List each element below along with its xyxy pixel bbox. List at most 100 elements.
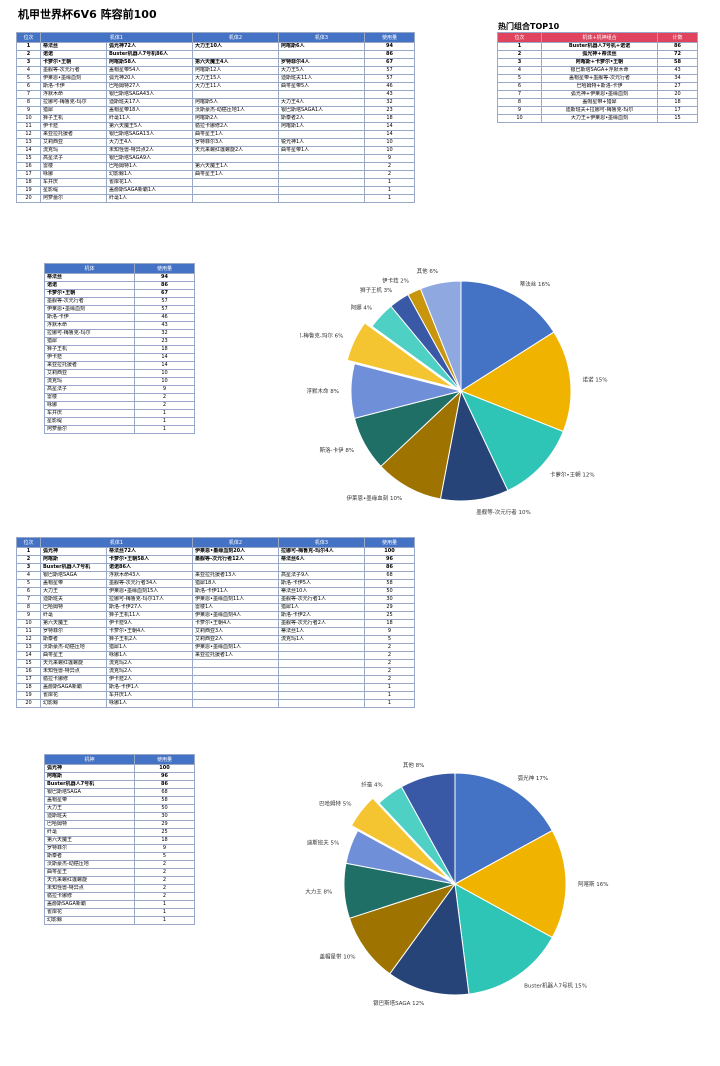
table-cell: 流克玛 (40, 146, 107, 155)
table-cell: Buster机器人7号机+诺诺 (541, 42, 658, 51)
table-cell: 23 (364, 106, 415, 115)
table-cell: 43 (657, 66, 698, 75)
pie-slice (346, 322, 455, 389)
table-row: 阿喀斯 96 (44, 772, 195, 781)
table-cell: 100 (134, 764, 195, 773)
pie-slice (345, 829, 456, 885)
table-cell: 10 (134, 369, 195, 378)
table-cell: 银巴斯塔SAGA+浮默木命 (541, 66, 658, 75)
table-cell: 13 (16, 643, 41, 652)
table-row: 星影缇 1 (44, 417, 195, 426)
column-header: 机体1 (40, 32, 193, 43)
table-cell: 天元来螺红莲螺旋 (44, 876, 135, 885)
table-cell: 流克玛2人 (106, 667, 193, 676)
table-row: 纤毫 25 (44, 828, 195, 837)
table-cell: 10 (134, 377, 195, 386)
table-cell: 2 (134, 860, 195, 869)
pie-slice (389, 882, 470, 996)
table-cell: 100 (364, 547, 415, 556)
table-cell: 拉娜可-梅鲁克-玛尔 (40, 98, 107, 107)
table-cell: 巴哈姆特+斯洛-卡伊 (541, 82, 658, 91)
table-row: 12 斯泰者 狮子王机2人 艾莉西亚2人 流克玛1人 5 (16, 635, 415, 644)
table-row: 13 艾莉西亚 大力王4人 罗特菲尔3人 锐光神1人 10 (16, 138, 415, 147)
table-cell: 蒂法丝1人 (278, 627, 365, 636)
table-cell: 雀岸花 (40, 691, 107, 700)
table-row: 6 斯洛-卡伊 巴哈姆特27人 大力王11人 曲苓星带5人 46 (16, 82, 415, 91)
table-cell: 纤毫 (40, 611, 107, 620)
table-cell: 86 (657, 42, 698, 51)
table-cell (278, 699, 365, 708)
table-cell: 锐光神1人 (278, 138, 365, 147)
table-cell: 狮子王机2人 (106, 635, 193, 644)
table-row: 10 第六天魔王 伊卡菈9人 卡萝尔•王朝4人 墨舰等-次元行者2人 18 (16, 619, 415, 628)
column-header: 机体 (44, 263, 135, 274)
table-cell: 7 (16, 90, 41, 99)
table-cell: 斯洛-卡伊2人 (278, 611, 365, 620)
table-row: 20 幻影鲸 咏娜1人 1 (16, 699, 415, 708)
table-cell: 高星法子9人 (278, 571, 365, 580)
pilot-usage-table: 机体 使用量 蒂法丝 94 诺诺 86 卡萝尔•王朝 67 墨舰等-次元行者 57 伊莱恩•墨缘血刻… (44, 263, 195, 434)
table-cell: 艾莉西亚 (40, 138, 107, 147)
table-cell: 大力王 (44, 804, 135, 813)
table-cell: 狮子王机 (44, 345, 135, 354)
table-cell: 2 (16, 50, 41, 59)
table-cell: 阿喀斯5人 (192, 98, 279, 107)
table-cell: 32 (134, 329, 195, 338)
table-cell: 12 (16, 130, 41, 139)
table-row: 蒂法丝 94 (44, 273, 195, 282)
table-cell: 23 (134, 337, 195, 346)
table-cell (278, 194, 365, 203)
table-cell: 卡萝尔•王朝4人 (106, 627, 193, 636)
table-cell: 1 (364, 178, 415, 187)
table-cell: 流克玛 (44, 377, 135, 386)
table-row: 高星法子 9 (44, 385, 195, 394)
table-cell: 57 (364, 66, 415, 75)
table-cell: 伊莱恩•墨缘血刻15人 (106, 587, 193, 596)
mech-usage-pie-chart: 弧光神 17% 阿喀斯 16% Buster机器人7号机 15% 银巴斯塔SAGA 1… (305, 761, 608, 1007)
table-row: 13 沃斯豪杰-动癌压地 猎犀1人 伊莱恩•墨缘血刻1人 2 (16, 643, 415, 652)
table-cell: 72 (657, 50, 698, 59)
table-cell: 车井庆1人 (106, 691, 193, 700)
pie-slice-label: 伊卡菈 2% (382, 277, 409, 285)
table-cell: 18 (134, 345, 195, 354)
table-cell: 9 (364, 627, 415, 636)
pie-slice-label: 斯洛-卡伊 8% (320, 446, 354, 454)
table-row: 5 盖帽星带 墨舰等-次元行者34人 猎犀18人 斯洛-卡伊5人 58 (16, 579, 415, 588)
table-cell: 幻影鲸1人 (106, 170, 193, 179)
table-cell: 来亚拉托援者1人 (192, 651, 279, 660)
table-cell: 46 (364, 82, 415, 91)
table-cell: 7 (497, 90, 542, 99)
table-cell: 14 (134, 361, 195, 370)
table-cell: 大力王4人 (278, 98, 365, 107)
table-cell (192, 659, 279, 668)
table-cell: 2 (364, 643, 415, 652)
table-cell: 1 (364, 691, 415, 700)
table-cell: 拉娜可-梅鲁克-玛尔4人 (278, 547, 365, 556)
table-cell: 14 (364, 130, 415, 139)
table-cell (278, 90, 365, 99)
column-header: 机神 (44, 754, 135, 765)
table-cell: 第六天魔王5人 (106, 122, 193, 131)
table-cell: 1 (16, 42, 41, 51)
table-cell: 17 (16, 675, 41, 684)
table-cell: 弧光神+蒂法丝 (541, 50, 658, 59)
table-cell: 3 (497, 58, 542, 67)
table-cell: 盖帽星带18人 (106, 106, 193, 115)
table-row: 5 伊莱恩•墨缘血刻 弧光神20人 大力王15人 迪斯班夫11人 57 (16, 74, 415, 83)
table-cell: 阿喀斯12人 (192, 66, 279, 75)
table-cell: 斯洛-卡伊27人 (106, 603, 193, 612)
table-cell: 来亚拉托援者13人 (192, 571, 279, 580)
table-cell: 雷楼 (44, 393, 135, 402)
table-cell: 6 (16, 82, 41, 91)
table-row: 第六天魔王 18 (44, 836, 195, 845)
table-cell: 第六天魔王1人 (192, 162, 279, 171)
table-cell: 30 (364, 595, 415, 604)
table-cell: 3 (16, 58, 41, 67)
table-cell: 96 (364, 555, 415, 564)
table-cell: 9 (364, 154, 415, 163)
table-cell: 咏娜 (44, 401, 135, 410)
table-cell: 沃斯豪杰-动癌压地 (44, 860, 135, 869)
table-cell (192, 154, 279, 163)
table-cell: 27 (657, 82, 698, 91)
table-cell: 猎犀1人 (278, 603, 365, 612)
